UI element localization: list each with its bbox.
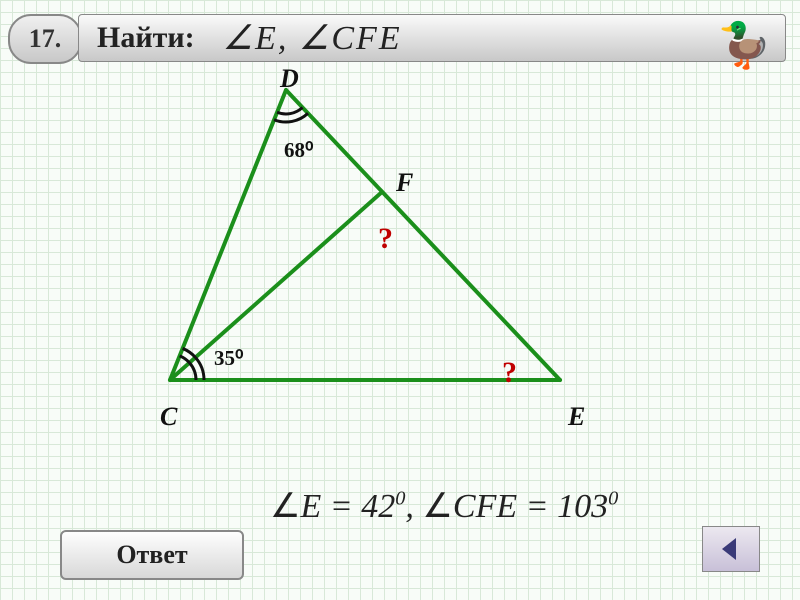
vertex-E: E	[568, 402, 585, 432]
vertex-D: D	[280, 64, 299, 94]
mascot-icon: 🦆	[717, 24, 772, 68]
answer-button-label: Ответ	[116, 540, 187, 570]
geometry-diagram: CDEF68⁰35⁰??	[0, 70, 800, 450]
diagram-svg	[0, 70, 800, 450]
arrow-left-icon	[716, 534, 746, 564]
unknown-0: ?	[378, 222, 393, 256]
answer-expression: ∠E = 420, ∠CFE = 1030	[270, 486, 618, 526]
unknown-1: ?	[502, 356, 517, 390]
problem-number: 17.	[29, 24, 62, 54]
vertex-C: C	[160, 402, 177, 432]
find-label: Найти:	[97, 21, 195, 55]
find-expression: ∠E, ∠CFE	[223, 18, 402, 58]
nav-prev-button[interactable]	[702, 526, 760, 572]
answer-button[interactable]: Ответ	[60, 530, 244, 580]
topbar: Найти: ∠E, ∠CFE	[78, 14, 786, 62]
angle-D-label: 68⁰	[284, 138, 313, 163]
vertex-F: F	[396, 168, 413, 198]
ans-e: E	[300, 488, 321, 525]
problem-number-badge: 17.	[8, 14, 82, 64]
angle-C-label: 35⁰	[214, 346, 243, 371]
